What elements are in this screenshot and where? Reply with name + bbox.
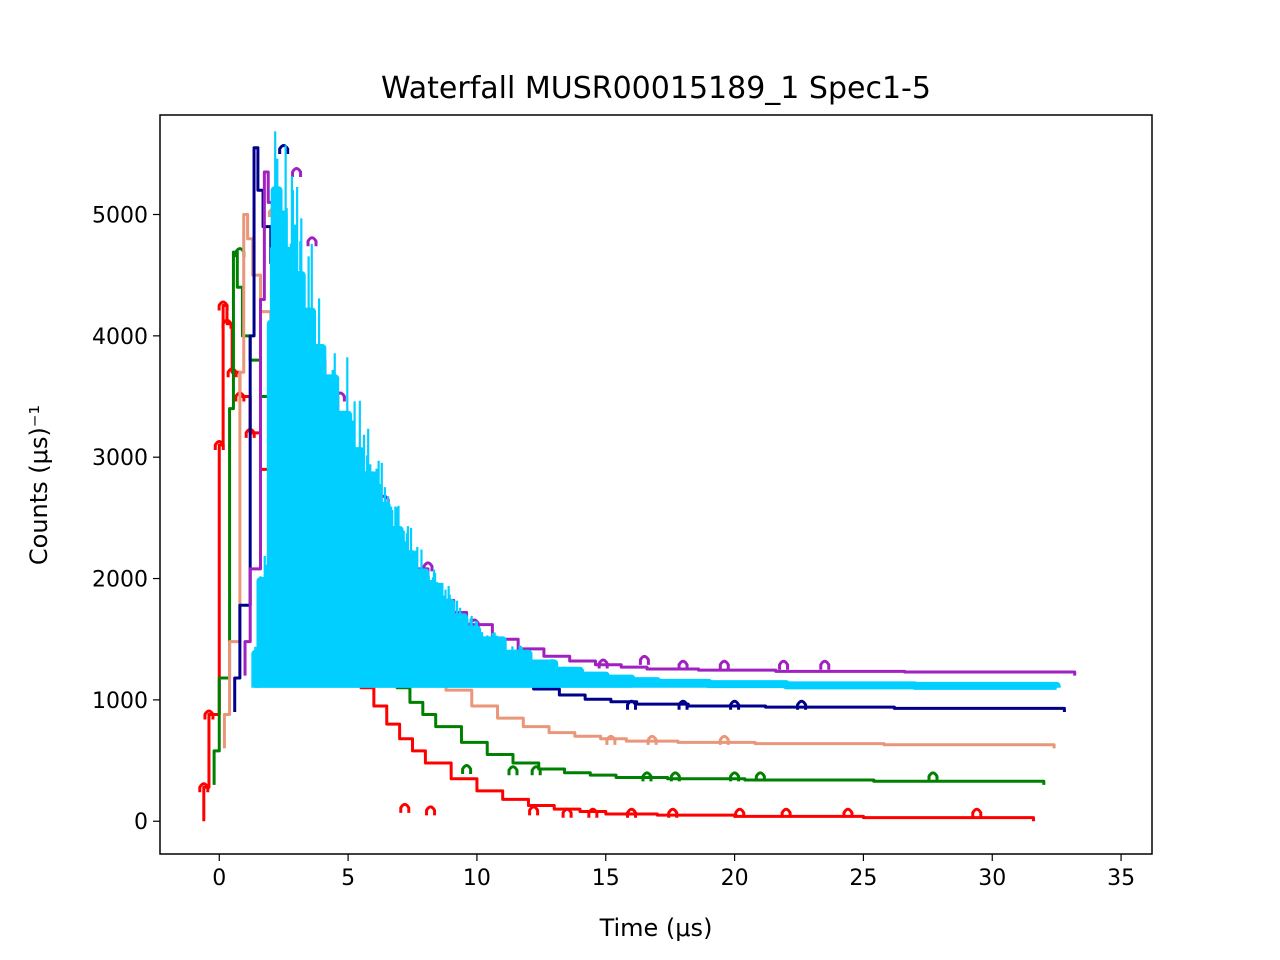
series-point [641, 771, 653, 782]
x-tick-label: 20 [721, 866, 749, 891]
series-point [213, 440, 225, 451]
series-line [251, 186, 1061, 690]
series-point [605, 734, 617, 745]
series-point [597, 658, 609, 669]
series-point [530, 765, 542, 776]
series-point [422, 561, 434, 572]
series-point [729, 699, 741, 710]
y-tick-label: 2000 [92, 568, 148, 593]
series-point [306, 236, 318, 247]
series-point [278, 144, 290, 154]
series-point [927, 771, 939, 782]
series-layer [198, 131, 1077, 822]
series-point [507, 765, 519, 776]
series-point [203, 709, 215, 720]
series-point [217, 300, 229, 311]
series-point [778, 659, 790, 670]
series-point [646, 734, 658, 745]
series-point [754, 771, 766, 782]
series-point [718, 659, 730, 670]
series-point [425, 805, 437, 816]
series-point [528, 805, 540, 816]
chart-title: Waterfall MUSR00015189_1 Spec1-5 [381, 71, 931, 106]
y-tick-label: 4000 [92, 325, 148, 350]
x-tick-label: 10 [463, 866, 491, 891]
series-point [971, 807, 983, 818]
series-point [561, 807, 573, 818]
series-point [718, 734, 730, 745]
series-point [729, 771, 741, 782]
series-point [626, 699, 638, 710]
series-point [819, 659, 831, 670]
series-point [291, 167, 303, 178]
x-tick-label: 15 [592, 866, 620, 891]
series-point [198, 782, 210, 793]
series-point [638, 654, 650, 665]
series-point [587, 807, 599, 818]
x-axis: 0 5 10 15 20 25 30 35 [212, 854, 1135, 891]
x-tick-label: 35 [1107, 866, 1135, 891]
x-tick-label: 0 [212, 866, 226, 891]
series-point [780, 807, 792, 818]
y-tick-label: 1000 [92, 689, 148, 714]
y-tick-label: 3000 [92, 446, 148, 471]
series-point [399, 802, 411, 813]
y-tick-label: 5000 [92, 204, 148, 229]
series-point [221, 318, 233, 329]
x-tick-label: 30 [978, 866, 1006, 891]
series-point [842, 807, 854, 818]
y-axis-label: Counts (μs)⁻¹ [25, 405, 53, 565]
y-tick-label: 0 [134, 810, 148, 835]
series-6 [251, 131, 1061, 690]
series-point [669, 771, 681, 782]
series-point [677, 659, 689, 670]
series-point [667, 807, 679, 818]
series-point [734, 807, 746, 818]
series-point [461, 764, 473, 775]
series-point [626, 807, 638, 818]
x-axis-label: Time (μs) [599, 914, 713, 942]
series-point [677, 699, 689, 710]
x-tick-label: 5 [341, 866, 355, 891]
series-point [796, 699, 808, 710]
x-tick-label: 25 [849, 866, 877, 891]
y-axis: 0 1000 2000 3000 4000 5000 [92, 204, 160, 835]
plot-frame [159, 114, 1153, 855]
